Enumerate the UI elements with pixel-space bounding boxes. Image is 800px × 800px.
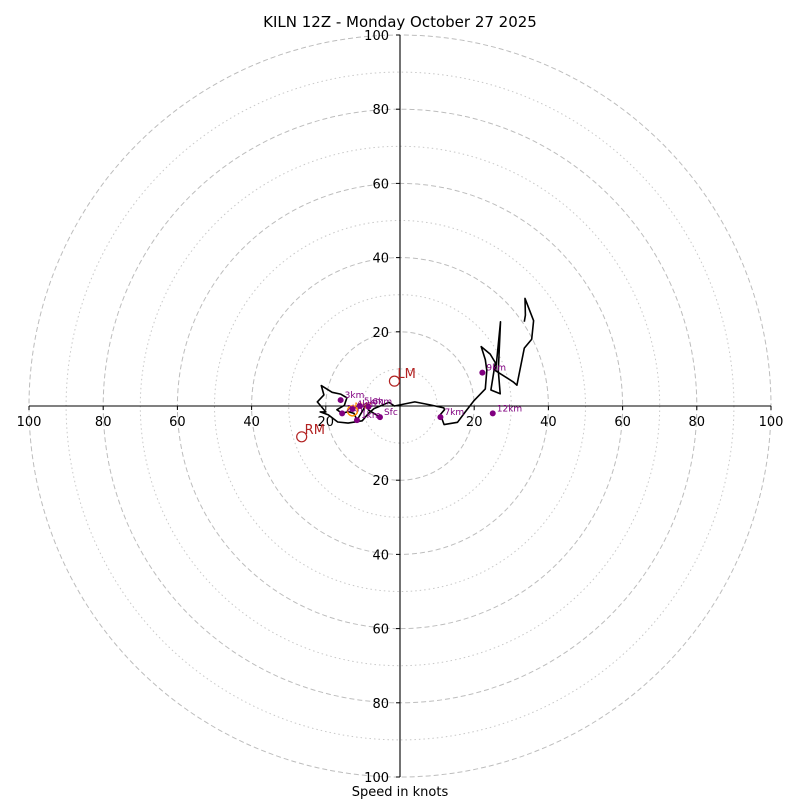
- height-marker: 12km: [489, 404, 522, 417]
- height-marker-label: Sfc: [384, 408, 398, 418]
- height-marker-dot: [479, 369, 486, 376]
- storm-motion-circle: [388, 375, 401, 387]
- mean-wind-label: MW: [355, 402, 372, 412]
- height-marker-label: 1km: [361, 411, 381, 421]
- x-tick-label: 60: [614, 415, 631, 430]
- storm-motion-circle: [296, 431, 308, 443]
- y-tick-label: 40: [372, 252, 389, 267]
- x-tick-label: 40: [540, 415, 557, 430]
- y-tick-label: 100: [364, 771, 389, 786]
- x-tick-label: 20: [466, 415, 483, 430]
- height-marker-label: 6km: [372, 398, 392, 408]
- x-tick-label: 20: [318, 415, 335, 430]
- height-marker-label: 3km: [345, 391, 365, 401]
- height-marker-label: 9km: [486, 364, 506, 374]
- y-tick-label: 60: [372, 623, 389, 638]
- x-tick-label: 100: [17, 415, 42, 430]
- height-marker-dot: [337, 397, 344, 404]
- y-tick-label: 20: [372, 326, 389, 341]
- height-marker-label: 5km: [364, 397, 384, 407]
- x-tick-label: 80: [689, 415, 706, 430]
- storm-motion-label: LM: [397, 367, 415, 382]
- height-marker-dot: [356, 403, 363, 409]
- height-marker: 1km: [353, 411, 381, 424]
- height-marker-dot: [489, 410, 496, 417]
- height-marker: 5km: [356, 397, 384, 409]
- storm-motion-label: RM: [305, 423, 325, 438]
- x-tick-label: 60: [169, 415, 186, 430]
- height-markers: Sfc1km2km3km4km5km6km7km9km12km: [337, 364, 522, 424]
- y-tick-label: 100: [364, 29, 389, 44]
- mean-wind-circle: [346, 405, 359, 417]
- x-tick-label: 100: [759, 415, 784, 430]
- height-marker-dot: [353, 417, 360, 424]
- storm-motion-markers: RM LM: [296, 367, 416, 443]
- height-marker-label: 2km: [346, 404, 366, 414]
- y-tick-label: 80: [372, 697, 389, 712]
- height-marker: 3km: [337, 391, 365, 404]
- y-tick-label: 80: [372, 103, 389, 118]
- height-marker: 9km: [479, 364, 506, 376]
- height-marker-dot: [365, 403, 372, 410]
- x-tick-label: 40: [243, 415, 260, 430]
- mean-wind-marker: MW: [346, 402, 372, 417]
- x-axis-label: Speed in knots: [352, 785, 449, 800]
- hodograph-line: [316, 297, 535, 426]
- height-marker-label: 12km: [497, 404, 522, 414]
- height-marker-dot: [376, 414, 383, 421]
- y-tick-label: 60: [372, 177, 389, 192]
- height-marker-dot: [349, 405, 356, 412]
- height-marker-dot: [339, 410, 346, 417]
- storm-motion-marker: LM: [388, 367, 416, 387]
- y-tick-label: 40: [372, 548, 389, 563]
- storm-motion-marker: RM: [296, 423, 325, 443]
- height-marker-dot: [437, 414, 444, 421]
- hodograph-trace: MW: [316, 297, 535, 426]
- height-marker: 7km: [437, 408, 464, 421]
- y-tick-label: 20: [372, 474, 389, 489]
- height-marker: Sfc: [376, 408, 398, 421]
- height-marker: 2km: [339, 404, 366, 417]
- x-tick-label: 80: [95, 415, 112, 430]
- chart-title: KILN 12Z - Monday October 27 2025: [263, 13, 537, 31]
- height-marker: 6km: [365, 398, 392, 410]
- height-marker-label: 7km: [444, 408, 464, 418]
- axes: 100 80 60 40 20 20 40 60 80 100 100 80 60 40 20 20 40 60 8…: [17, 29, 784, 786]
